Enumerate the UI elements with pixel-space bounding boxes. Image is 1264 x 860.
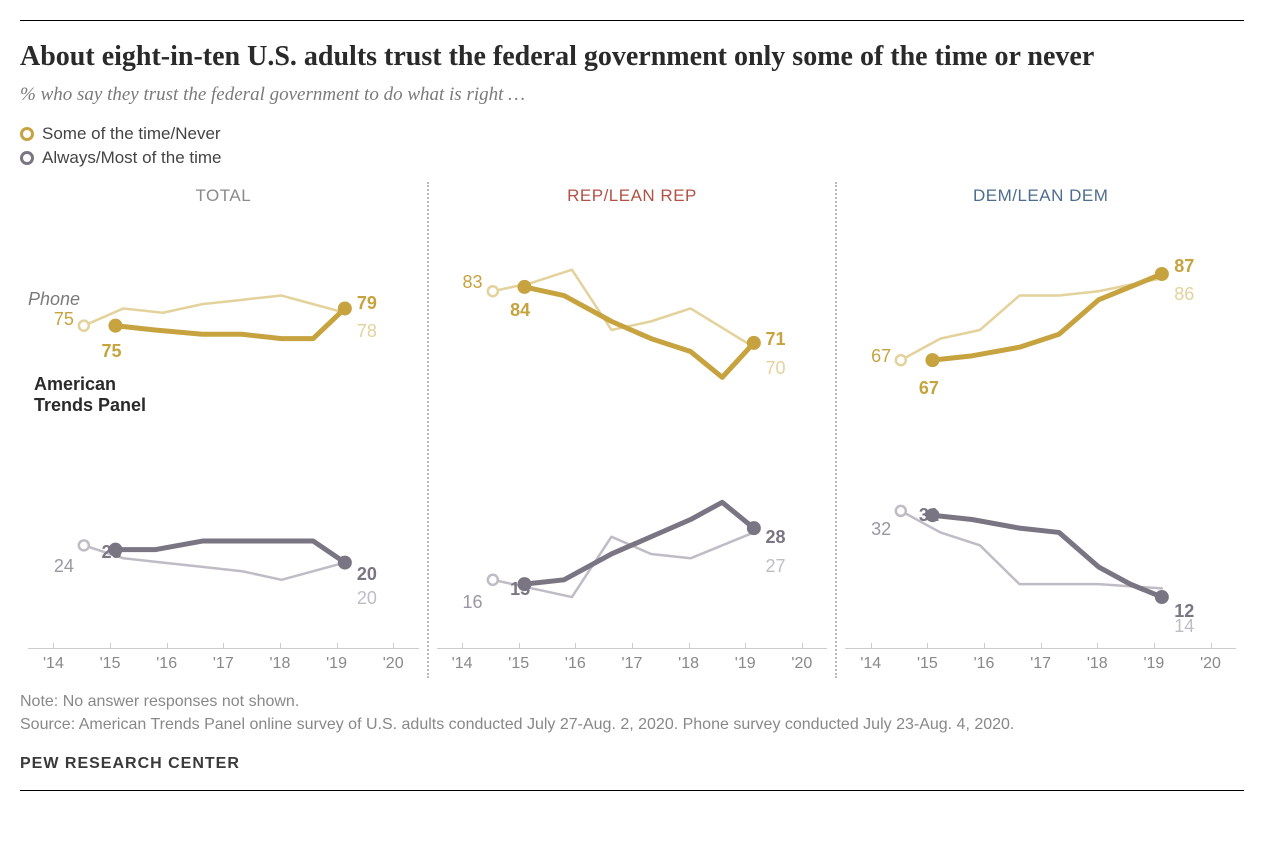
data-label: 16 [463, 592, 483, 613]
x-axis-rep: '14 '15 '16 '17 '18 '19 '20 [437, 648, 828, 678]
panel-rep: REP/LEAN REP '14 '15 '16 '17 '18 '19 '20 83 84 16 1… [427, 182, 836, 678]
footer-note: Note: No answer responses not shown. [20, 690, 1244, 713]
data-label: 14 [1174, 616, 1194, 637]
footer-brand: PEW RESEARCH CENTER [20, 752, 1244, 775]
x-tick: '18 [270, 655, 291, 678]
x-tick: '18 [1087, 655, 1108, 678]
panel-dem: DEM/LEAN DEM '14 '15 '16 '17 '18 '19 '20 67 67 32 3… [835, 182, 1244, 678]
chart-container: About eight-in-ten U.S. adults trust the… [20, 20, 1244, 791]
data-label: 75 [101, 341, 121, 362]
x-axis-dem: '14 '15 '16 '17 '18 '19 '20 [845, 648, 1236, 678]
x-tick: '17 [1030, 655, 1051, 678]
panel-total: TOTAL '14 '15 '16 '17 '18 '19 '20 75 75 24 23 79 78 20… [20, 182, 427, 678]
chart-area-total: '14 '15 '16 '17 '18 '19 '20 75 75 24 23 79 78 20 20 Pho… [28, 218, 419, 678]
x-tick: '15 [917, 655, 938, 678]
chart-area-dem: '14'15'16'17'18'19'206767323187861214 [845, 218, 1236, 678]
x-tick: '15 [508, 655, 529, 678]
legend: Some of the time/Never Always/Most of th… [20, 124, 1244, 168]
data-label: 24 [54, 556, 74, 577]
data-label: 20 [357, 588, 377, 609]
panel-title-total: TOTAL [20, 182, 427, 212]
x-tick: '14 [43, 655, 64, 678]
data-label: 86 [1174, 284, 1194, 305]
x-tick: '17 [622, 655, 643, 678]
x-tick: '20 [791, 655, 812, 678]
data-label: 83 [463, 272, 483, 293]
x-tick: '20 [383, 655, 404, 678]
x-tick: '16 [565, 655, 586, 678]
data-label: 79 [357, 293, 377, 314]
data-label: 84 [510, 300, 530, 321]
data-label: 87 [1174, 256, 1194, 277]
legend-marker-some [20, 127, 34, 141]
x-tick: '19 [1143, 655, 1164, 678]
chart-footer: Note: No answer responses not shown. Sou… [20, 690, 1244, 776]
legend-marker-always [20, 151, 34, 165]
data-label: 15 [510, 579, 530, 600]
panels-row: TOTAL '14 '15 '16 '17 '18 '19 '20 75 75 24 23 79 78 20… [20, 182, 1244, 678]
legend-label-always: Always/Most of the time [42, 148, 222, 168]
data-label: 70 [766, 358, 786, 379]
x-tick: '19 [326, 655, 347, 678]
legend-item-some: Some of the time/Never [20, 124, 1244, 144]
data-label: 71 [766, 329, 786, 350]
x-tick: '18 [678, 655, 699, 678]
chart-svg-dem [845, 218, 1236, 649]
legend-label-some: Some of the time/Never [42, 124, 221, 144]
data-label: 28 [766, 527, 786, 548]
data-label: 20 [357, 564, 377, 585]
annot-phone: Phone [28, 289, 80, 310]
chart-area-rep: '14 '15 '16 '17 '18 '19 '20 83 84 16 15 71 70 28 27 [437, 218, 828, 678]
data-label: 23 [101, 542, 121, 563]
data-label: 75 [54, 309, 74, 330]
x-tick: '14 [860, 655, 881, 678]
data-label: 67 [919, 378, 939, 399]
data-label: 27 [766, 556, 786, 577]
x-tick: '19 [735, 655, 756, 678]
legend-item-always: Always/Most of the time [20, 148, 1244, 168]
x-tick: '14 [452, 655, 473, 678]
x-tick: '15 [100, 655, 121, 678]
data-label: 32 [871, 519, 891, 540]
x-tick: '17 [213, 655, 234, 678]
x-axis-total: '14 '15 '16 '17 '18 '19 '20 [28, 648, 419, 678]
x-tick: '16 [974, 655, 995, 678]
chart-title: About eight-in-ten U.S. adults trust the… [20, 39, 1244, 74]
data-label: 78 [357, 321, 377, 342]
x-tick: '20 [1200, 655, 1221, 678]
panel-title-rep: REP/LEAN REP [429, 182, 836, 212]
panel-title-dem: DEM/LEAN DEM [837, 182, 1244, 212]
x-tick: '16 [156, 655, 177, 678]
data-label: 67 [871, 346, 891, 367]
chart-subtitle: % who say they trust the federal governm… [20, 84, 1244, 106]
footer-source: Source: American Trends Panel online sur… [20, 713, 1244, 736]
annot-atp: AmericanTrends Panel [34, 374, 146, 417]
chart-svg-rep [437, 218, 828, 649]
data-label: 31 [919, 505, 939, 526]
